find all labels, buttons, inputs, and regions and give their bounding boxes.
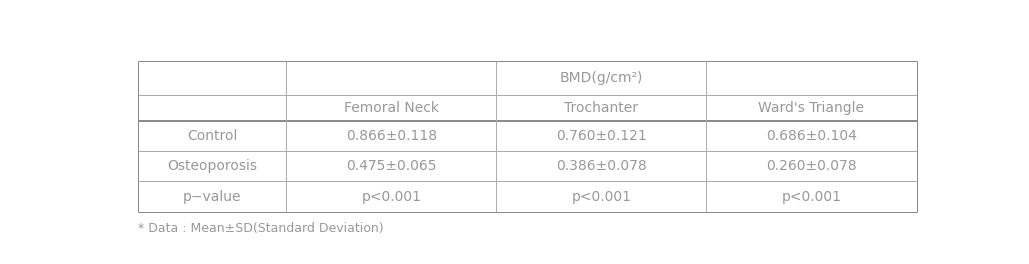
Text: p<0.001: p<0.001 xyxy=(361,190,422,204)
Text: 0.866±0.118: 0.866±0.118 xyxy=(346,129,437,143)
Text: Ward's Triangle: Ward's Triangle xyxy=(758,101,864,115)
Text: Trochanter: Trochanter xyxy=(565,101,638,115)
Text: p−value: p−value xyxy=(183,190,242,204)
Text: 0.260±0.078: 0.260±0.078 xyxy=(767,159,857,173)
Text: 0.386±0.078: 0.386±0.078 xyxy=(556,159,647,173)
Text: Femoral Neck: Femoral Neck xyxy=(344,101,439,115)
Text: 0.760±0.121: 0.760±0.121 xyxy=(556,129,647,143)
Text: p<0.001: p<0.001 xyxy=(781,190,842,204)
Text: 0.686±0.104: 0.686±0.104 xyxy=(766,129,857,143)
Text: BMD(g/cm²): BMD(g/cm²) xyxy=(560,71,643,85)
Text: 0.475±0.065: 0.475±0.065 xyxy=(346,159,436,173)
Text: * Data : Mean±SD(Standard Deviation): * Data : Mean±SD(Standard Deviation) xyxy=(138,222,384,235)
Text: Control: Control xyxy=(187,129,238,143)
Text: Osteoporosis: Osteoporosis xyxy=(168,159,257,173)
Text: p<0.001: p<0.001 xyxy=(571,190,632,204)
